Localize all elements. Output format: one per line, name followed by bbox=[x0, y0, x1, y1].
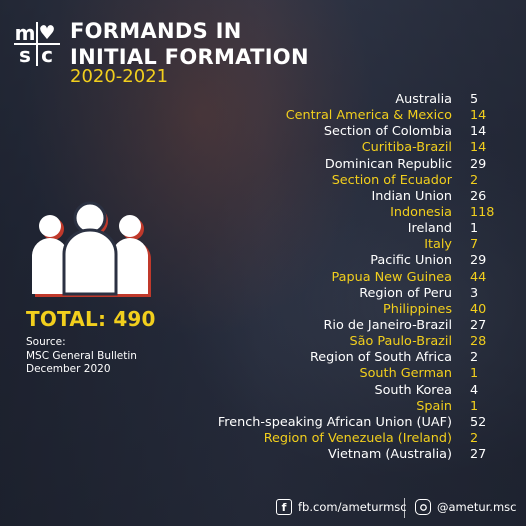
list-item: Pacific Union 29 bbox=[150, 253, 502, 269]
region-count: 1 bbox=[470, 221, 479, 237]
people-group-icon bbox=[32, 201, 151, 297]
instagram-handle: @ametur.msc bbox=[437, 500, 517, 514]
list-item: Region of Peru 3 bbox=[150, 286, 502, 302]
list-item: Central America & Mexico 14 bbox=[150, 108, 502, 124]
source-note: Source: MSC General Bulletin December 20… bbox=[26, 336, 137, 377]
list-item: Papua New Guinea 44 bbox=[150, 270, 502, 286]
region-count: 5 bbox=[470, 92, 479, 107]
instagram-icon bbox=[415, 499, 431, 515]
region-name: Pacific Union bbox=[370, 253, 452, 269]
title-line-2: INITIAL FORMATION bbox=[70, 45, 309, 69]
region-count: 52 bbox=[470, 414, 487, 430]
page-title: FORMANDS IN INITIAL FORMATION bbox=[70, 18, 309, 70]
region-count: 2 bbox=[470, 430, 479, 446]
region-name: Papua New Guinea bbox=[331, 269, 452, 285]
total-count: TOTAL: 490 bbox=[26, 307, 156, 331]
list-item: Australia 5 bbox=[150, 92, 502, 108]
region-count: 26 bbox=[470, 188, 487, 204]
region-name: French-speaking African Union (UAF) bbox=[217, 414, 452, 430]
source-date: December 2020 bbox=[26, 363, 111, 375]
list-item: Philippines 40 bbox=[150, 302, 502, 318]
instagram-link[interactable]: @ametur.msc bbox=[415, 499, 516, 515]
region-name: Indian Union bbox=[371, 188, 452, 204]
list-item: Region of South Africa 2 bbox=[150, 350, 502, 366]
heart-icon: ♥ bbox=[38, 21, 56, 44]
region-name: Section of Ecuador bbox=[331, 172, 452, 188]
formands-list: Australia 5 Central America & Mexico 14 Sect… bbox=[150, 92, 502, 463]
region-count: 40 bbox=[470, 301, 487, 317]
region-name: South Korea bbox=[374, 382, 452, 398]
region-name: Dominican Republic bbox=[324, 156, 452, 172]
region-name: Ireland bbox=[407, 221, 452, 237]
region-name: Australia bbox=[395, 92, 452, 107]
region-count: 1 bbox=[470, 398, 479, 414]
region-count: 2 bbox=[470, 350, 479, 366]
region-name: Central America & Mexico bbox=[285, 108, 452, 124]
region-count: 14 bbox=[470, 108, 487, 124]
region-name: Curitiba-Brazil bbox=[361, 140, 452, 156]
region-count: 7 bbox=[470, 237, 479, 253]
list-item: Curitiba-Brazil 14 bbox=[150, 140, 502, 156]
region-name: Spain bbox=[416, 398, 452, 414]
facebook-handle: fb.com/ameturmsc bbox=[298, 500, 407, 514]
region-count: 27 bbox=[470, 447, 487, 463]
msc-logo: m ♥ s c bbox=[14, 22, 60, 66]
region-count: 29 bbox=[470, 156, 487, 172]
logo-divider-vertical bbox=[36, 22, 38, 66]
title-line-1: FORMANDS IN bbox=[70, 19, 242, 43]
list-item: Indian Union 26 bbox=[150, 189, 502, 205]
region-name: Vietnam (Australia) bbox=[328, 447, 452, 463]
region-name: Indonesia bbox=[390, 204, 452, 220]
region-name: Region of South Africa bbox=[309, 350, 452, 366]
logo-letter-s: s bbox=[19, 43, 31, 67]
region-count: 4 bbox=[470, 382, 479, 398]
list-item: South German 1 bbox=[150, 366, 502, 382]
region-name: Section of Colombia bbox=[323, 124, 452, 140]
source-label: Source: bbox=[26, 336, 66, 348]
list-item: Italy 7 bbox=[150, 237, 502, 253]
list-item: São Paulo-Brazil 28 bbox=[150, 334, 502, 350]
list-item: Indonesia 118 bbox=[150, 205, 502, 221]
region-name: South German bbox=[359, 366, 452, 382]
region-count: 14 bbox=[470, 124, 487, 140]
list-item: French-speaking African Union (UAF) 52 bbox=[150, 415, 502, 431]
list-item: Rio de Janeiro-Brazil 27 bbox=[150, 318, 502, 334]
region-name: Region of Peru bbox=[359, 285, 452, 301]
region-count: 28 bbox=[470, 334, 487, 350]
list-item: Dominican Republic 29 bbox=[150, 157, 502, 173]
region-name: Region of Venezuela (Ireland) bbox=[263, 430, 452, 446]
region-name: São Paulo-Brazil bbox=[349, 334, 452, 350]
region-count: 1 bbox=[470, 366, 479, 382]
region-count: 44 bbox=[470, 269, 487, 285]
region-count: 27 bbox=[470, 317, 487, 333]
region-count: 29 bbox=[470, 253, 487, 269]
list-item: South Korea 4 bbox=[150, 383, 502, 399]
region-name: Philippines bbox=[383, 301, 452, 317]
footer-divider bbox=[404, 498, 405, 518]
facebook-link[interactable]: f fb.com/ameturmsc bbox=[276, 499, 407, 515]
list-item: Spain 1 bbox=[150, 399, 502, 415]
source-publication: MSC General Bulletin bbox=[26, 349, 137, 362]
years-subtitle: 2020-2021 bbox=[70, 66, 169, 87]
logo-letter-c: c bbox=[41, 43, 53, 67]
list-item: Region of Venezuela (Ireland) 2 bbox=[150, 431, 502, 447]
list-item: Vietnam (Australia) 27 bbox=[150, 447, 502, 463]
region-count: 3 bbox=[470, 285, 479, 301]
region-count: 2 bbox=[470, 172, 479, 188]
facebook-icon: f bbox=[276, 499, 292, 515]
list-item: Section of Colombia 14 bbox=[150, 124, 502, 140]
region-name: Italy bbox=[424, 237, 452, 253]
region-name: Rio de Janeiro-Brazil bbox=[323, 317, 452, 333]
list-item: Section of Ecuador 2 bbox=[150, 173, 502, 189]
region-count: 118 bbox=[470, 204, 495, 220]
region-count: 14 bbox=[470, 140, 487, 156]
list-item: Ireland 1 bbox=[150, 221, 502, 237]
logo-letter-m: m bbox=[14, 21, 36, 45]
